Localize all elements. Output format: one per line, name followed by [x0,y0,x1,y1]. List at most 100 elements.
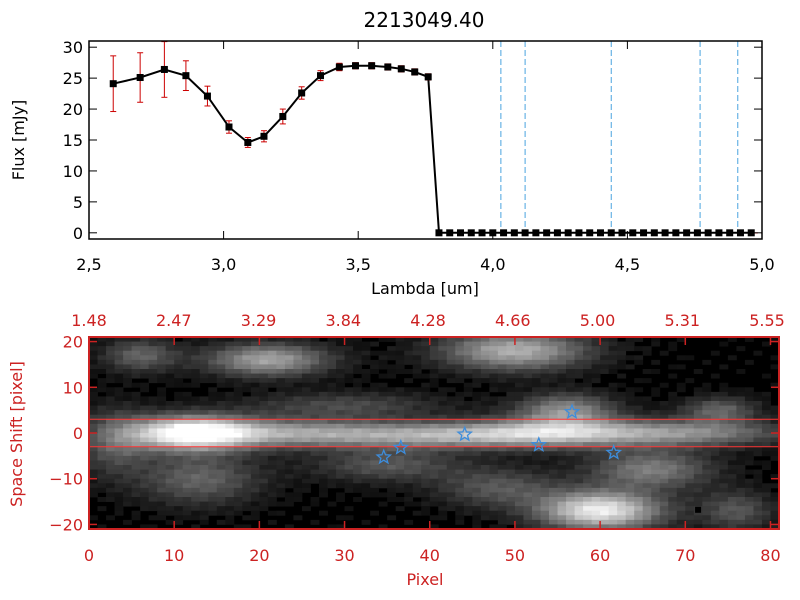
heat-cell [702,442,712,448]
heat-cell [250,492,260,498]
heat-cell [566,510,575,516]
heat-cell [557,341,567,347]
heat-cell [378,396,388,402]
heat-cell [242,474,252,480]
heat-cell [753,506,763,512]
heat-cell [267,519,277,525]
heat-cell [276,460,286,466]
heat-cell [327,437,337,443]
heat-cell [344,460,354,466]
heat-cell [114,487,124,493]
heat-cell [540,524,550,530]
heat-cell [583,382,592,388]
heat-cell [727,497,737,502]
heat-cell [191,497,201,502]
heat-cell [472,446,482,452]
heat-cell [497,478,507,484]
heat-cell [455,423,465,429]
heat-cell [497,341,507,347]
heat-cell [463,483,473,489]
heat-cell [250,428,260,434]
heat-cell [140,364,150,370]
heat-cell [753,414,763,420]
flux-point-39 [661,229,669,237]
heat-cell [693,455,703,461]
heat-cell [463,446,473,452]
flux-point-35 [618,229,626,237]
heat-cell [557,442,567,448]
heat-cell [387,469,397,475]
heat-cell [659,506,669,512]
heat-cell [685,497,695,502]
heat-cell [702,419,712,425]
heat-cell [514,506,524,512]
heat-cell [540,355,550,361]
heat-cell [131,483,141,489]
flux-point-30 [564,229,572,237]
heat-cell [480,410,490,416]
heat-cell [617,501,627,507]
heat-cell [634,442,644,448]
heat-cell [693,515,703,521]
heat-cell [148,465,158,470]
heat-cell [140,487,150,493]
heat-cell [191,369,201,374]
heat-cell [506,419,516,425]
heat-cell [736,492,746,498]
heat-cell [216,405,226,411]
heat-cell [693,460,703,466]
heat-cell [514,465,524,470]
heat-cell [446,492,456,498]
flux-point-13 [368,62,376,70]
flux-point-47 [747,229,755,237]
heat-cell [353,433,362,438]
heat-cell [583,510,592,516]
heat-cell [123,419,132,425]
heat-cell [131,455,141,461]
heat-cell [370,423,380,429]
heat-cell [514,337,524,342]
heat-cell [199,483,209,489]
heat-cell [642,487,652,493]
heat-cell [600,423,610,429]
heat-cell [140,373,150,379]
heat-cell [506,478,516,484]
heat-cell [208,359,218,365]
heat-cell [336,341,345,347]
heat-cell [531,423,541,429]
heat-cell [446,474,456,480]
heat-cell [770,419,780,425]
heat-cell [242,414,252,420]
heat-cell [702,410,712,416]
heat-cell [523,506,533,512]
heat-cell [744,469,754,475]
heat-cell [378,451,388,457]
heat-cell [242,369,252,374]
heat-cell [89,391,98,397]
heat-cell [225,506,235,512]
heat-cell [319,465,328,470]
heat-cell [472,369,482,374]
heat-cell [123,519,132,525]
heat-cell [284,465,294,470]
heat-cell [378,423,388,429]
heat-cell [114,396,124,402]
heat-cell [242,487,252,493]
heat-cell [523,359,533,365]
heat-cell [319,355,328,361]
heat-cell [625,483,635,489]
heat-cell [668,442,678,448]
heat-cell [642,455,652,461]
heat-cell [549,483,558,489]
heat-cell [319,469,328,475]
heat-cell [336,455,345,461]
heat-cell [770,515,780,521]
heat-cell [216,396,226,402]
heat-cell [702,446,712,452]
heat-cell [216,506,226,512]
heat-cell [480,419,490,425]
heat-cell [148,469,158,475]
heat-cell [566,455,575,461]
heat-cell [165,465,175,470]
heat-cell [191,382,201,388]
